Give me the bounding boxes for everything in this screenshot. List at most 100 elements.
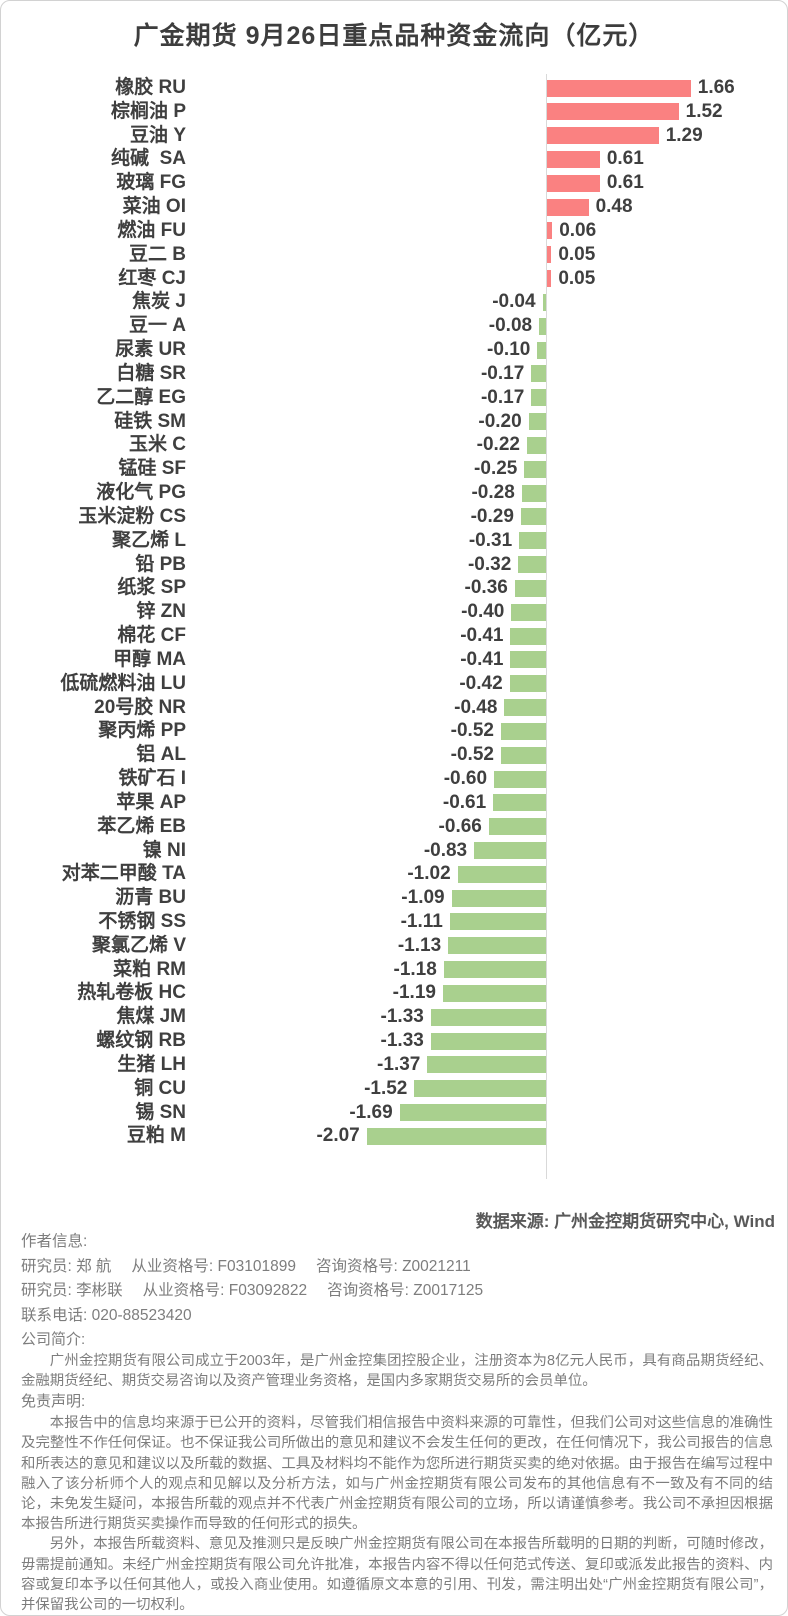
bar-negative [430,1008,546,1026]
value-label: -0.61 [442,791,487,813]
chart-row: 镍 NI -0.83 [1,839,787,863]
category-label: 燃油 FU [117,219,186,241]
chart-row: 低硫燃料油 LU -0.42 [1,672,787,696]
bar-negative [519,532,546,550]
category-label: 乙二醇 EG [96,386,186,408]
value-label: -1.69 [349,1101,393,1123]
bar-negative [442,984,546,1002]
chart-row: 乙二醇 EG -0.17 [1,386,787,410]
category-label: 铜 CU [134,1077,186,1099]
chart-row: 玻璃 FG 0.61 [1,171,787,195]
bar-negative [539,317,546,335]
chart-row: 红枣 CJ 0.05 [1,267,787,291]
contact-phone: 联系电话: 020-88523420 [21,1307,192,1325]
bar-negative [521,484,546,502]
value-label: -1.19 [392,982,436,1004]
practice-number: 从业资格号: F03101899 [131,1257,296,1275]
researcher-line: 研究员: 李彬联 从业资格号: F03092822 咨询资格号: Z0017125 [21,1279,773,1304]
chart-row: 菜粕 RM -1.18 [1,958,787,982]
bar-positive [547,174,600,192]
bar-negative [524,460,546,478]
bar-negative [510,627,546,645]
value-label: 0.05 [558,267,596,289]
category-label: 棉花 CF [117,625,186,647]
category-label: 铝 AL [136,744,186,766]
value-label: -0.17 [480,386,525,408]
value-label: -1.02 [407,863,451,885]
disclaimer-paragraph-2: 另外，本报告所载资料、意见及推测只是反映广州金控期货有限公司在本报告所载明的日期… [21,1536,773,1614]
category-label: 苯乙烯 EB [97,815,186,837]
bar-negative [520,508,546,526]
chart-row: 铜 CU -1.52 [1,1077,787,1101]
chart-row: 苹果 AP -0.61 [1,791,787,815]
bar-negative [414,1080,546,1098]
bar-negative [448,937,546,955]
chart-row: 豆油 Y 1.29 [1,124,787,148]
bar-positive [547,150,600,168]
advisory-number: 咨询资格号: Z0017125 [327,1282,484,1300]
value-label: -1.33 [380,1030,424,1052]
category-label: 生猪 LH [117,1053,186,1075]
bar-negative [449,913,546,931]
category-label: 铅 PB [135,553,186,575]
category-label: 锌 ZN [136,601,186,623]
category-label: 苹果 AP [116,791,186,813]
bar-negative [526,436,546,454]
chart-row: 硅铁 SM -0.20 [1,410,787,434]
chart-row: 生猪 LH -1.37 [1,1053,787,1077]
zero-axis-line [546,74,547,1179]
bar-positive [547,79,691,97]
bar-negative [537,341,546,359]
category-label: 聚乙烯 L [112,529,186,551]
category-label: 菜油 OI [122,196,186,218]
category-label: 红枣 CJ [118,267,186,289]
chart-row: 不锈钢 SS -1.11 [1,910,787,934]
bar-positive [547,222,553,240]
disclaimer-paragraph-1: 本报告中的信息均来源于已公开的资料，尽管我们相信报告中资料来源的可靠性，但我们公… [21,1415,773,1533]
chart-row: 锌 ZN -0.40 [1,600,787,624]
category-label: 白糖 SR [116,362,186,384]
category-label: 豆粕 M [126,1125,186,1147]
bar-negative [494,770,546,788]
value-label: 1.66 [697,77,735,98]
value-label: 0.48 [595,196,633,218]
disclaimer-header: 免责声明: [21,1393,86,1411]
value-label: -1.37 [377,1053,421,1075]
value-label: -1.11 [400,910,443,932]
category-label: 甲醇 MA [113,648,186,670]
value-label: -0.28 [471,482,515,504]
chart-row: 螺纹钢 RB -1.33 [1,1029,787,1053]
chart-row: 焦炭 J -0.04 [1,290,787,314]
category-label: 棕榈油 P [111,100,186,122]
category-label: 焦炭 J [132,291,186,313]
chart-row: 聚丙烯 PP -0.52 [1,719,787,743]
chart-row: 焦煤 JM -1.33 [1,1005,787,1029]
category-label: 20号胶 NR [94,696,186,718]
chart-row: 尿素 UR -0.10 [1,338,787,362]
category-label: 玻璃 FG [116,172,186,194]
bar-negative [427,1056,546,1074]
value-label: -0.32 [467,553,512,575]
chart-row: 铅 PB -0.32 [1,553,787,577]
chart-row: 20号胶 NR -0.48 [1,696,787,720]
bar-negative [366,1127,546,1145]
researcher-name: 研究员: 李彬联 [21,1282,123,1300]
value-label: -1.52 [364,1077,408,1099]
value-label: -0.41 [460,648,504,670]
category-label: 玉米淀粉 CS [78,505,186,527]
chart-row: 纯碱 SA 0.61 [1,147,787,171]
chart-row: 苯乙烯 EB -0.66 [1,815,787,839]
value-label: -0.10 [487,339,531,361]
value-label: -1.13 [397,934,442,956]
value-label: -0.83 [423,839,468,861]
chart-row: 棉花 CF -0.41 [1,624,787,648]
advisory-number: 咨询资格号: Z0021211 [315,1257,471,1275]
chart-row: 棕榈油 P 1.52 [1,100,787,124]
value-label: -0.41 [460,625,504,647]
category-label: 沥青 BU [115,887,186,909]
category-label: 豆油 Y [130,124,186,146]
value-label: -0.17 [480,362,525,384]
category-label: 液化气 PG [96,482,186,504]
author-info-header: 作者信息: [21,1233,88,1250]
